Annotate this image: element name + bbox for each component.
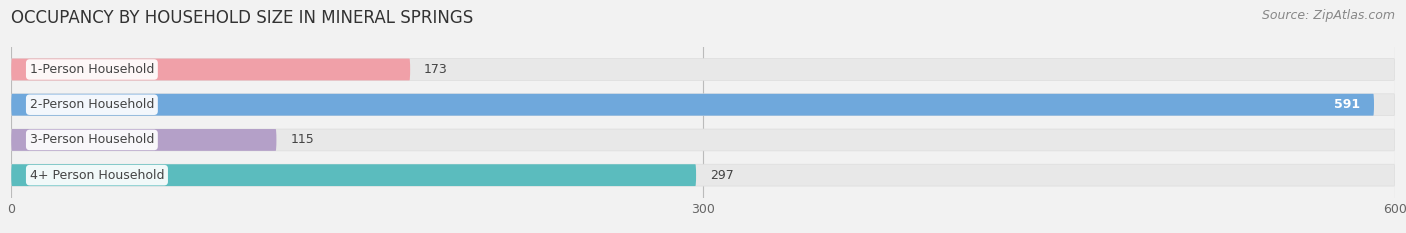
Text: 1-Person Household: 1-Person Household <box>30 63 155 76</box>
Text: 3-Person Household: 3-Person Household <box>30 134 155 146</box>
Text: 173: 173 <box>425 63 447 76</box>
FancyBboxPatch shape <box>11 164 1395 186</box>
FancyBboxPatch shape <box>11 58 1395 80</box>
Text: 591: 591 <box>1334 98 1360 111</box>
FancyBboxPatch shape <box>11 94 1374 116</box>
FancyBboxPatch shape <box>11 129 1395 151</box>
FancyBboxPatch shape <box>11 58 411 80</box>
Text: 4+ Person Household: 4+ Person Household <box>30 169 165 182</box>
FancyBboxPatch shape <box>11 94 1395 116</box>
Text: 2-Person Household: 2-Person Household <box>30 98 155 111</box>
FancyBboxPatch shape <box>11 164 696 186</box>
Text: Source: ZipAtlas.com: Source: ZipAtlas.com <box>1261 9 1395 22</box>
Text: 115: 115 <box>290 134 314 146</box>
Text: 297: 297 <box>710 169 734 182</box>
Text: OCCUPANCY BY HOUSEHOLD SIZE IN MINERAL SPRINGS: OCCUPANCY BY HOUSEHOLD SIZE IN MINERAL S… <box>11 9 474 27</box>
FancyBboxPatch shape <box>11 129 277 151</box>
